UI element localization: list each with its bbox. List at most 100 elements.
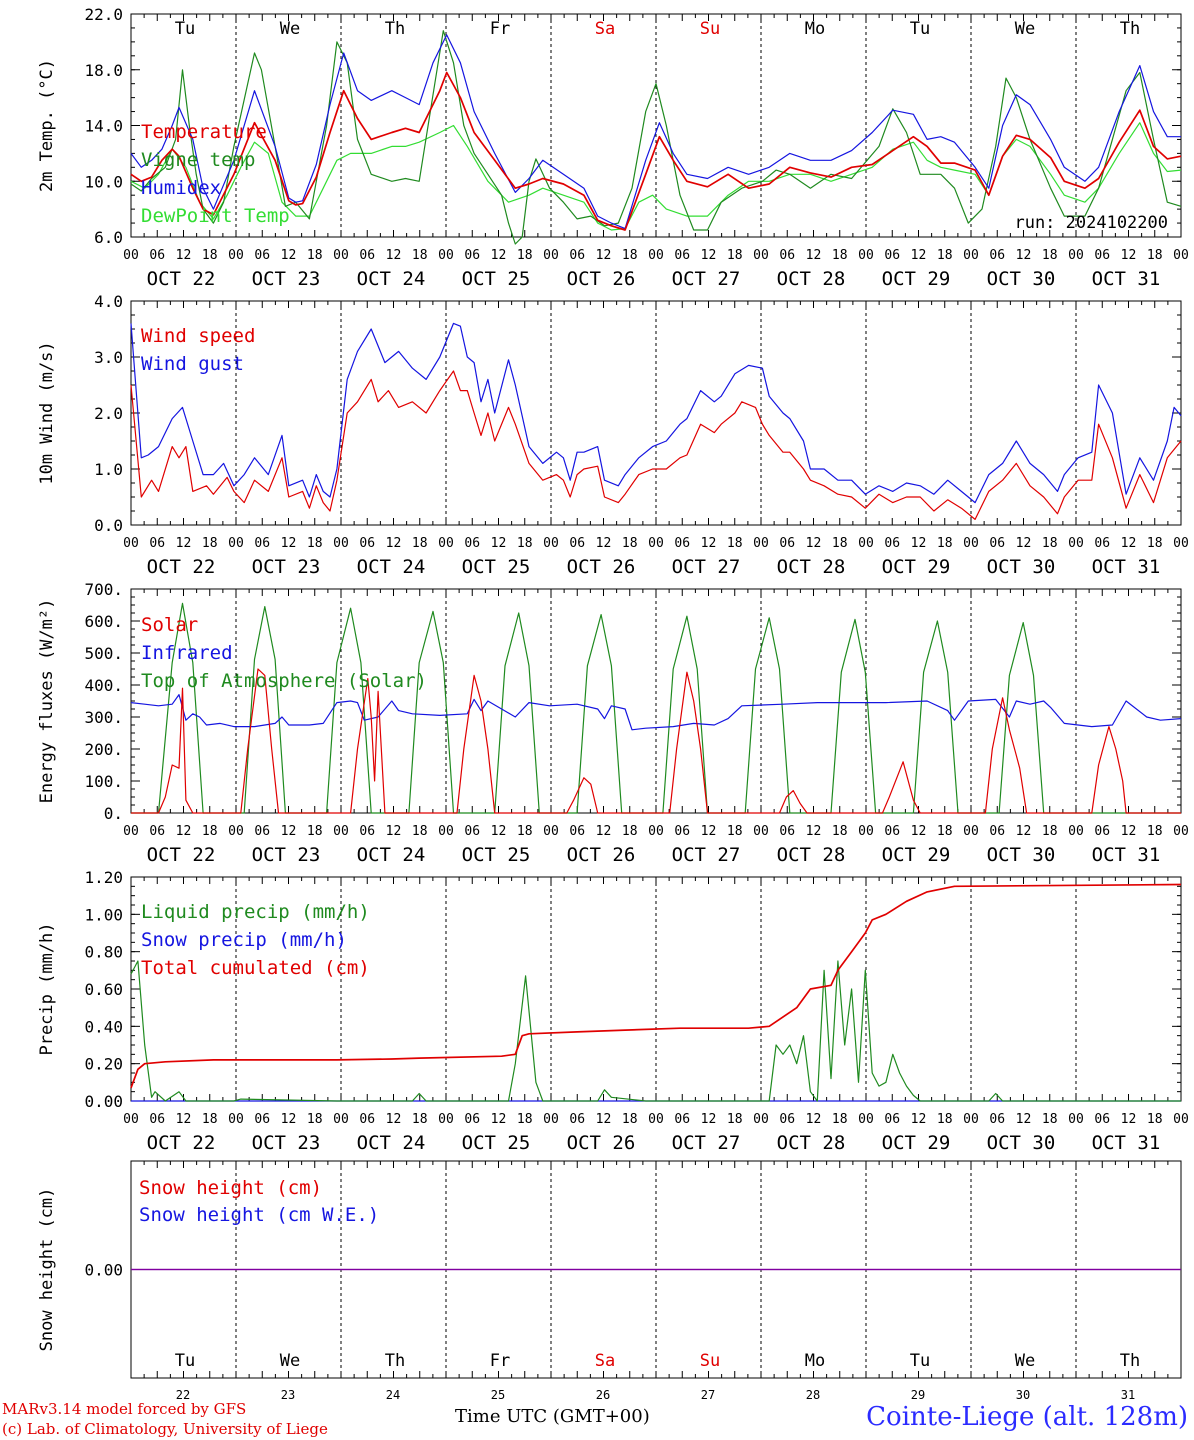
hour-tick-label: 18 [1147,824,1163,839]
y-tick-label: 300. [84,708,123,727]
hour-tick-label: 12 [596,824,612,839]
hour-tick-label: 12 [386,824,402,839]
weekday-label: We [280,1351,300,1371]
hour-tick-label: 06 [464,248,480,263]
day-number-label: 27 [701,1388,715,1402]
hour-tick-label: 06 [1094,1112,1110,1127]
station-label: Cointe-Liege (alt. 128m) [866,1402,1188,1432]
hour-tick-label: 18 [412,536,428,551]
hour-tick-label: 00 [1173,824,1189,839]
hour-tick-label: 00 [648,1112,664,1127]
date-label: OCT 28 [777,268,846,290]
series-line [131,602,1181,814]
hour-tick-label: 18 [727,824,743,839]
hour-tick-label: 12 [701,824,717,839]
weekday-label: Th [385,19,405,39]
hour-tick-label: 06 [359,248,375,263]
legend-entry: Temperature [141,121,267,143]
hour-tick-label: 18 [307,248,323,263]
hour-tick-label: 12 [1016,1112,1032,1127]
legend-entry: Snow precip (mm/h) [141,929,347,951]
hour-tick-label: 06 [149,536,165,551]
hour-tick-label: 18 [1042,248,1058,263]
hour-tick-label: 12 [596,536,612,551]
hour-tick-label: 06 [779,536,795,551]
hour-tick-label: 18 [832,248,848,263]
legend-entry: Infrared [141,642,233,664]
hour-tick-label: 18 [727,536,743,551]
hour-tick-label: 00 [963,248,979,263]
date-label: OCT 30 [987,1132,1056,1154]
weekday-label: Sa [595,19,615,39]
weekday-label: We [280,19,300,39]
series-line [130,30,1182,245]
hour-tick-label: 12 [701,248,717,263]
hour-tick-label: 18 [1042,1112,1058,1127]
hour-tick-label: 00 [438,1112,454,1127]
hour-tick-label: 06 [149,824,165,839]
hour-tick-label: 12 [911,824,927,839]
hour-tick-label: 06 [674,536,690,551]
hour-tick-label: 00 [1068,248,1084,263]
y-tick-label: 700. [84,580,123,599]
date-label: OCT 23 [252,268,321,290]
hour-tick-label: 06 [674,1112,690,1127]
y-tick-label: 1.0 [94,460,123,479]
hour-tick-label: 06 [569,1112,585,1127]
date-label: OCT 24 [357,844,426,866]
legend-entry: Wind speed [141,325,255,347]
hour-tick-label: 06 [254,824,270,839]
hour-tick-label: 18 [412,824,428,839]
hour-tick-label: 12 [1121,824,1137,839]
y-tick-label: 1.00 [84,905,123,924]
y-tick-label: 22.0 [84,5,123,24]
hour-tick-label: 12 [1016,536,1032,551]
y-tick-label: 100. [84,772,123,791]
hour-tick-label: 06 [1094,248,1110,263]
hour-tick-label: 12 [1121,248,1137,263]
hour-tick-label: 00 [963,536,979,551]
hour-tick-label: 00 [648,824,664,839]
day-number-label: 29 [911,1388,925,1402]
panel-frame [130,300,1182,526]
hour-tick-label: 06 [359,1112,375,1127]
date-label: OCT 30 [987,268,1056,290]
hour-tick-label: 12 [911,1112,927,1127]
date-label: OCT 22 [147,1132,216,1154]
y-axis-title: 10m Wind (m/s) [37,341,57,484]
y-tick-label: 0.60 [84,980,123,999]
hour-tick-label: 06 [254,536,270,551]
legend-entry: Liquid precip (mm/h) [141,901,370,923]
hour-tick-label: 06 [254,1112,270,1127]
hour-tick-label: 18 [832,536,848,551]
y-axis-title: Snow height (cm) [37,1188,57,1352]
hour-tick-label: 06 [989,824,1005,839]
hour-tick-label: 06 [989,1112,1005,1127]
hour-tick-label: 06 [674,824,690,839]
date-label: OCT 31 [1092,844,1161,866]
hour-tick-label: 00 [963,824,979,839]
hour-tick-label: 18 [727,1112,743,1127]
hour-tick-label: 18 [937,248,953,263]
hour-tick-label: 12 [911,536,927,551]
day-number-label: 24 [386,1388,400,1402]
hour-tick-label: 06 [149,1112,165,1127]
date-label: OCT 25 [462,268,531,290]
date-label: OCT 25 [462,844,531,866]
hour-tick-label: 12 [281,536,297,551]
weekday-label: Sa [595,1351,615,1371]
weekday-label: Th [1120,1351,1140,1371]
weekday-label: Tu [910,1351,930,1371]
y-tick-label: 14.0 [84,117,123,136]
hour-tick-label: 00 [858,536,874,551]
hour-tick-label: 00 [333,536,349,551]
y-axis-title: 2m Temp. (°C) [37,59,57,192]
hour-tick-label: 18 [1042,824,1058,839]
date-label: OCT 31 [1092,268,1161,290]
hour-tick-label: 12 [911,248,927,263]
hour-tick-label: 06 [884,824,900,839]
hour-tick-label: 12 [806,824,822,839]
date-label: OCT 23 [252,1132,321,1154]
hour-tick-label: 18 [832,1112,848,1127]
day-number-label: 25 [491,1388,505,1402]
